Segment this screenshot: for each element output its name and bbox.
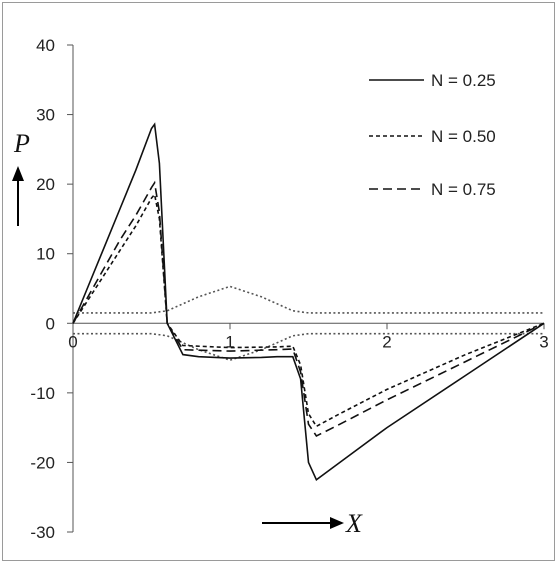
series-line [72,180,545,438]
series-line [72,192,545,428]
x-arrow-head [330,517,344,529]
y-tick-label: 30 [36,106,55,125]
series-group [72,122,545,482]
x-tick-label: 3 [539,332,548,351]
y-tick-label: 10 [36,245,55,264]
x-tick-label: 1 [225,332,234,351]
x-tick-label: 2 [382,332,391,351]
legend: N = 0.25 N = 0.50 N = 0.75 [369,71,496,199]
series-line [72,122,545,482]
y-tick-label: 40 [36,36,55,55]
y-tick-label: -20 [30,453,55,472]
axis-labels: X P [12,129,363,538]
x-axis-label: X [345,509,363,538]
chart-frame [2,2,555,561]
y-tick-label: 0 [46,314,55,333]
legend-label: N = 0.25 [431,71,496,90]
legend-label: N = 0.50 [431,127,496,146]
y-tick-label: -10 [30,384,55,403]
y-tick-label: -30 [30,523,55,542]
x-tick-label: 0 [68,332,77,351]
reference-curve [73,332,544,362]
y-arrow-head [12,166,24,181]
legend-label: N = 0.75 [431,180,496,199]
y-axis-label: P [13,129,30,158]
axes: 40 30 20 10 0 -10 -20 -30 0 1 2 3 [30,36,548,542]
reference-curve [73,285,544,314]
y-tick-label: 20 [36,175,55,194]
